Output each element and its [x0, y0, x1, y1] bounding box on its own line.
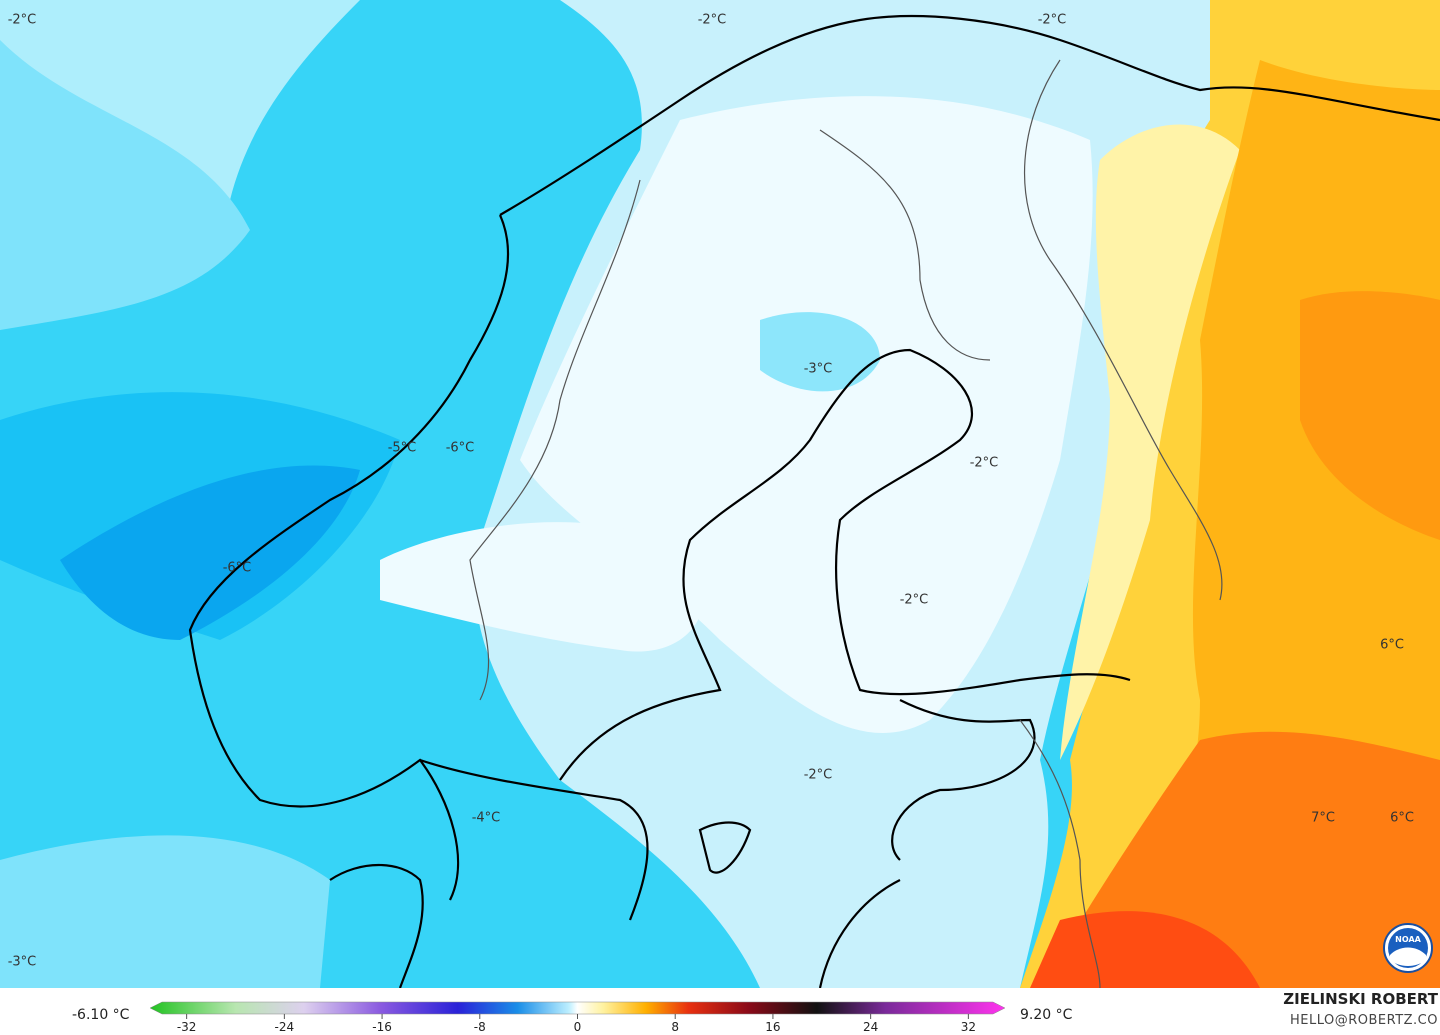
temperature-label: 6°C	[1390, 811, 1414, 826]
logo-text: NOAA	[1395, 935, 1421, 944]
legend-min: -6.10 °C	[72, 1007, 130, 1023]
colorbar-tick-label: 32	[961, 1020, 976, 1034]
temperature-labels: -2°C -2°C -2°C -3°C -5°C -6°C -2°C -6°C -2°C -2°C…	[8, 13, 1414, 970]
colorbar-tick-label: 0	[574, 1020, 582, 1034]
colorbar-tick-label: 8	[671, 1020, 679, 1034]
author: ZIELINSKI ROBERT	[1283, 990, 1438, 1008]
colorbar-tick-label: -24	[275, 1020, 295, 1034]
temperature-label: -5°C	[388, 441, 417, 456]
legend-max: 9.20 °C	[1020, 1007, 1073, 1023]
noaa-logo: NOAA	[1383, 923, 1433, 973]
temperature-label: -3°C	[8, 955, 37, 970]
colorbar-tick-label: -16	[372, 1020, 392, 1034]
email: HELLO@ROBERTZ.CO	[1290, 1013, 1438, 1028]
temperature-label: -2°C	[8, 13, 37, 28]
coastlines	[188, 14, 1440, 989]
colorbar-ticks: -32 -24 -16 -8 0 8 16 24 32	[177, 1014, 976, 1034]
temperature-label: -2°C	[698, 13, 727, 28]
temperature-label: 7°C	[1311, 811, 1335, 826]
temperature-label: -2°C	[970, 456, 999, 471]
temperature-label: -2°C	[804, 768, 833, 783]
temperature-label: -2°C	[900, 593, 929, 608]
colorbar	[149, 1001, 1006, 1015]
colorbar-ramp	[149, 1001, 1006, 1015]
colorbar-tick-label: 24	[863, 1020, 878, 1034]
temperature-field	[0, 0, 1440, 988]
temperature-label: -6°C	[446, 441, 475, 456]
temperature-label: -6°C	[223, 561, 252, 576]
temperature-label: -3°C	[804, 362, 833, 377]
temperature-label: 6°C	[1380, 638, 1404, 653]
temperature-label: -2°C	[1038, 13, 1067, 28]
colorbar-tick-label: 16	[765, 1020, 780, 1034]
borders	[469, 59, 1223, 989]
colorbar-tick-label: -8	[474, 1020, 486, 1034]
temperature-label: -4°C	[472, 811, 501, 826]
colorbar-tick-label: -32	[177, 1020, 197, 1034]
